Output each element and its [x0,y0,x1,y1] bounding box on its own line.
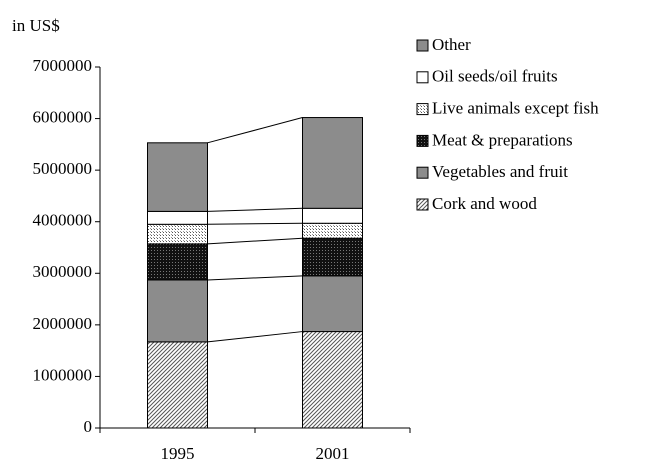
legend-label: Other [432,35,471,54]
legend-label: Meat & preparations [432,130,573,149]
bar-segment [302,222,363,239]
legend-swatch [416,39,429,52]
connector [207,207,303,212]
y-tick-label: 3000000 [33,262,93,281]
legend-swatch [416,71,429,84]
legend-label: Live animals except fish [432,99,599,118]
bar-segment [302,331,363,429]
y-tick-label: 0 [84,417,93,436]
connector [207,331,303,343]
bar-segment [147,341,208,429]
legend-swatch [416,198,429,211]
connector [207,117,303,144]
y-tick-label: 7000000 [33,56,93,75]
legend-swatch [416,134,429,147]
legend-swatch [416,103,429,116]
bar-segment [302,117,363,209]
connector [207,222,303,225]
bar-segment [147,279,208,343]
bar-segment [147,223,208,245]
legend-label: Vegetables and fruit [432,162,568,181]
legend-label: Oil seeds/oil fruits [432,67,558,86]
connector [207,275,303,281]
connector [207,237,303,245]
y-tick-label: 5000000 [33,159,93,178]
bar-segment [147,142,208,212]
bar-segment [147,243,208,281]
y-tick-label: 1000000 [33,365,93,384]
x-tick-label: 1995 [161,444,195,463]
legend-swatch [416,166,429,179]
y-tick-label: 6000000 [33,107,93,126]
legend-label: Cork and wood [432,194,537,213]
x-tick-label: 2001 [316,444,350,463]
bar-segment [147,210,208,225]
bar-segment [302,207,363,224]
y-tick-label: 4000000 [33,211,93,230]
bar-segment [302,275,363,333]
bar-segment [302,237,363,277]
y-tick-label: 2000000 [33,314,93,333]
y-axis-label: in US$ [12,16,60,35]
